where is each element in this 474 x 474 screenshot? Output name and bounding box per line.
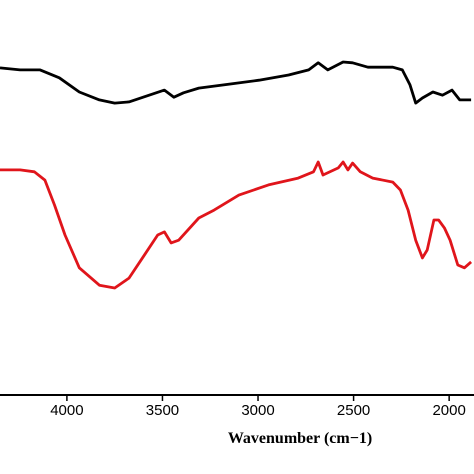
x-axis-title: Wavenumber (cm−1) (228, 430, 372, 447)
x-tick-label: 3500 (146, 402, 179, 419)
x-tick-label: 4000 (50, 402, 83, 419)
spectrum-line (0, 160, 473, 290)
x-tick-label: 2000 (432, 402, 465, 419)
spectrum-line (0, 60, 472, 105)
x-tick-label: 2500 (337, 402, 370, 419)
x-tick-label: 3000 (241, 402, 274, 419)
